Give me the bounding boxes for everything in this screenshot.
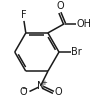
- Text: Br: Br: [71, 47, 82, 57]
- Text: O: O: [54, 87, 62, 97]
- Text: F: F: [21, 10, 27, 20]
- Text: +: +: [41, 80, 47, 86]
- Text: N: N: [37, 81, 44, 91]
- Text: OH: OH: [77, 19, 92, 29]
- Text: −: −: [21, 86, 27, 92]
- Text: O: O: [56, 1, 64, 11]
- Text: O: O: [19, 87, 27, 97]
